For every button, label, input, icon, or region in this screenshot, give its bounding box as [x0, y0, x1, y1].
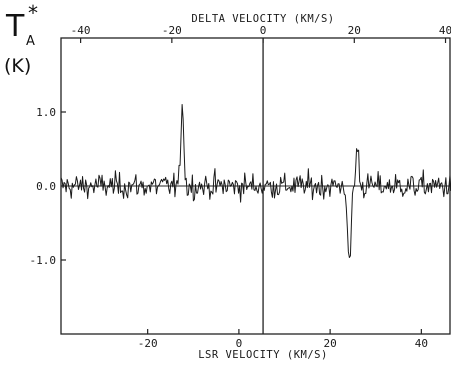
- x-tick-label-top: 20: [348, 24, 361, 37]
- x-tick-label-bottom: -20: [138, 337, 158, 350]
- spectrum-trace: [61, 105, 451, 258]
- plot-area: 1.0 0.0 -1.0 -20 0 20 40 -40 -20 0 20 40: [30, 24, 451, 350]
- x-tick-label-bottom: 40: [415, 337, 428, 350]
- y-axis-superscript: *: [28, 1, 38, 25]
- x-tick-label-bottom: 0: [236, 337, 243, 350]
- x-tick-label-bottom: 20: [323, 337, 336, 350]
- x-tick-label-top: 40: [439, 24, 451, 37]
- y-axis-subscript: A: [26, 34, 35, 49]
- x-tick-label-top: 0: [260, 24, 267, 37]
- x-axis-bottom-title: LSR VELOCITY (KM/S): [198, 349, 328, 361]
- y-tick-label: 1.0: [36, 106, 56, 119]
- y-tick-label: -1.0: [30, 254, 57, 267]
- x-tick-label-top: -20: [162, 24, 182, 37]
- y-axis-title: T A * (K): [4, 1, 38, 77]
- y-tick-label: 0.0: [36, 180, 56, 193]
- y-axis-unit: (K): [4, 55, 31, 77]
- y-axis-symbol: T: [5, 9, 25, 44]
- x-tick-label-top: -40: [71, 24, 91, 37]
